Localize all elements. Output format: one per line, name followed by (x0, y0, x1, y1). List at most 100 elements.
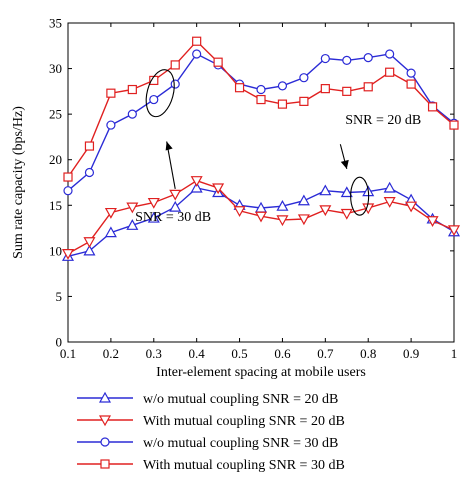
x-tick-label: 0.9 (403, 346, 419, 361)
data-point (342, 55, 352, 65)
data-point (104, 226, 117, 238)
data-point (192, 36, 202, 46)
y-tick-label: 30 (49, 61, 62, 76)
x-tick-label: 0.7 (317, 346, 334, 361)
data-point (276, 215, 289, 227)
y-tick-label: 10 (49, 243, 62, 258)
data-point (106, 120, 116, 130)
data-point (170, 79, 180, 89)
legend-label: w/o mutual coupling SNR = 30 dB (143, 436, 338, 451)
y-tick-label: 15 (49, 198, 62, 213)
data-point (234, 83, 245, 93)
data-point (169, 200, 182, 212)
data-point (213, 57, 223, 67)
data-point (319, 205, 332, 217)
y-tick-label: 0 (56, 335, 63, 350)
legend-item: w/o mutual coupling SNR = 30 dB (77, 436, 338, 451)
data-point (320, 53, 330, 64)
data-point (299, 96, 309, 106)
data-point (342, 86, 352, 96)
data-point (363, 82, 373, 92)
data-point (84, 141, 95, 151)
annotation-ellipse-20db (350, 176, 370, 216)
data-point (170, 60, 180, 70)
legend-label: With mutual coupling SNR = 30 dB (143, 458, 345, 473)
data-point (299, 73, 309, 83)
x-tick-label: 0.5 (231, 346, 247, 361)
series-3 (63, 49, 459, 196)
data-point (383, 197, 396, 208)
data-point (447, 225, 461, 237)
data-point (319, 184, 332, 196)
data-point (277, 99, 288, 109)
data-point (405, 201, 418, 213)
annotation-arrowhead-20db (340, 159, 349, 169)
data-point (212, 183, 225, 195)
data-point (126, 202, 139, 214)
data-point (276, 199, 289, 211)
y-tick-label: 5 (56, 289, 63, 304)
data-point (340, 208, 353, 220)
data-point (406, 68, 416, 78)
data-point (406, 79, 416, 89)
data-point (427, 102, 438, 112)
legend-label: With mutual coupling SNR = 20 dB (143, 414, 345, 429)
annotation-label-30db: SNR = 30 dB (135, 210, 211, 225)
data-point (385, 67, 395, 77)
plot-frame (67, 22, 455, 343)
y-tick-label: 25 (49, 107, 62, 122)
data-point (126, 219, 139, 230)
data-point (256, 94, 266, 105)
x-tick-label: 0.2 (103, 346, 119, 361)
data-point (104, 207, 117, 219)
legend-item: With mutual coupling SNR = 20 dB (77, 414, 345, 429)
data-point (383, 181, 396, 193)
legend-marker (100, 459, 110, 469)
data-point (84, 167, 95, 178)
x-tick-label: 0.8 (360, 346, 376, 361)
x-tick-label: 0.1 (60, 346, 76, 361)
series-line (67, 40, 455, 178)
data-point (363, 53, 373, 63)
data-point (147, 211, 160, 223)
legend-marker (98, 415, 112, 427)
data-point (233, 206, 246, 217)
data-point (192, 49, 202, 59)
data-point (61, 248, 75, 260)
data-point (147, 197, 160, 209)
data-point (426, 216, 439, 228)
data-point (385, 49, 395, 59)
data-point (449, 120, 459, 130)
data-point (149, 94, 159, 105)
data-point (256, 84, 266, 95)
data-point (297, 194, 310, 206)
x-tick-label: 0.6 (274, 346, 291, 361)
y-axis-title: Sum rate capacity (bps/Hz) (11, 106, 26, 259)
legend-item: With mutual coupling SNR = 30 dB (77, 458, 345, 473)
data-point (127, 84, 137, 95)
series-2 (61, 176, 461, 260)
data-point (320, 84, 330, 94)
legend-marker (100, 437, 110, 447)
annotation-ellipse-30db (145, 69, 175, 118)
x-axis-title: Inter-element spacing at mobile users (156, 365, 366, 380)
x-tick-label: 1 (451, 346, 458, 361)
data-point (254, 211, 268, 223)
series-4 (63, 36, 459, 182)
y-tick-label: 35 (49, 16, 62, 31)
data-point (83, 244, 96, 256)
legend-item: w/o mutual coupling SNR = 20 dB (77, 391, 338, 407)
data-point (190, 176, 203, 187)
data-point (83, 237, 96, 248)
data-point (63, 172, 73, 182)
legend-marker (98, 391, 112, 403)
data-point (190, 181, 203, 193)
data-point (340, 186, 353, 198)
data-point (169, 189, 182, 201)
y-tick-label: 20 (49, 152, 62, 167)
data-point (63, 186, 73, 196)
data-point (106, 88, 116, 98)
annotation-label-20db: SNR = 20 dB (345, 113, 421, 128)
data-point (297, 214, 310, 226)
